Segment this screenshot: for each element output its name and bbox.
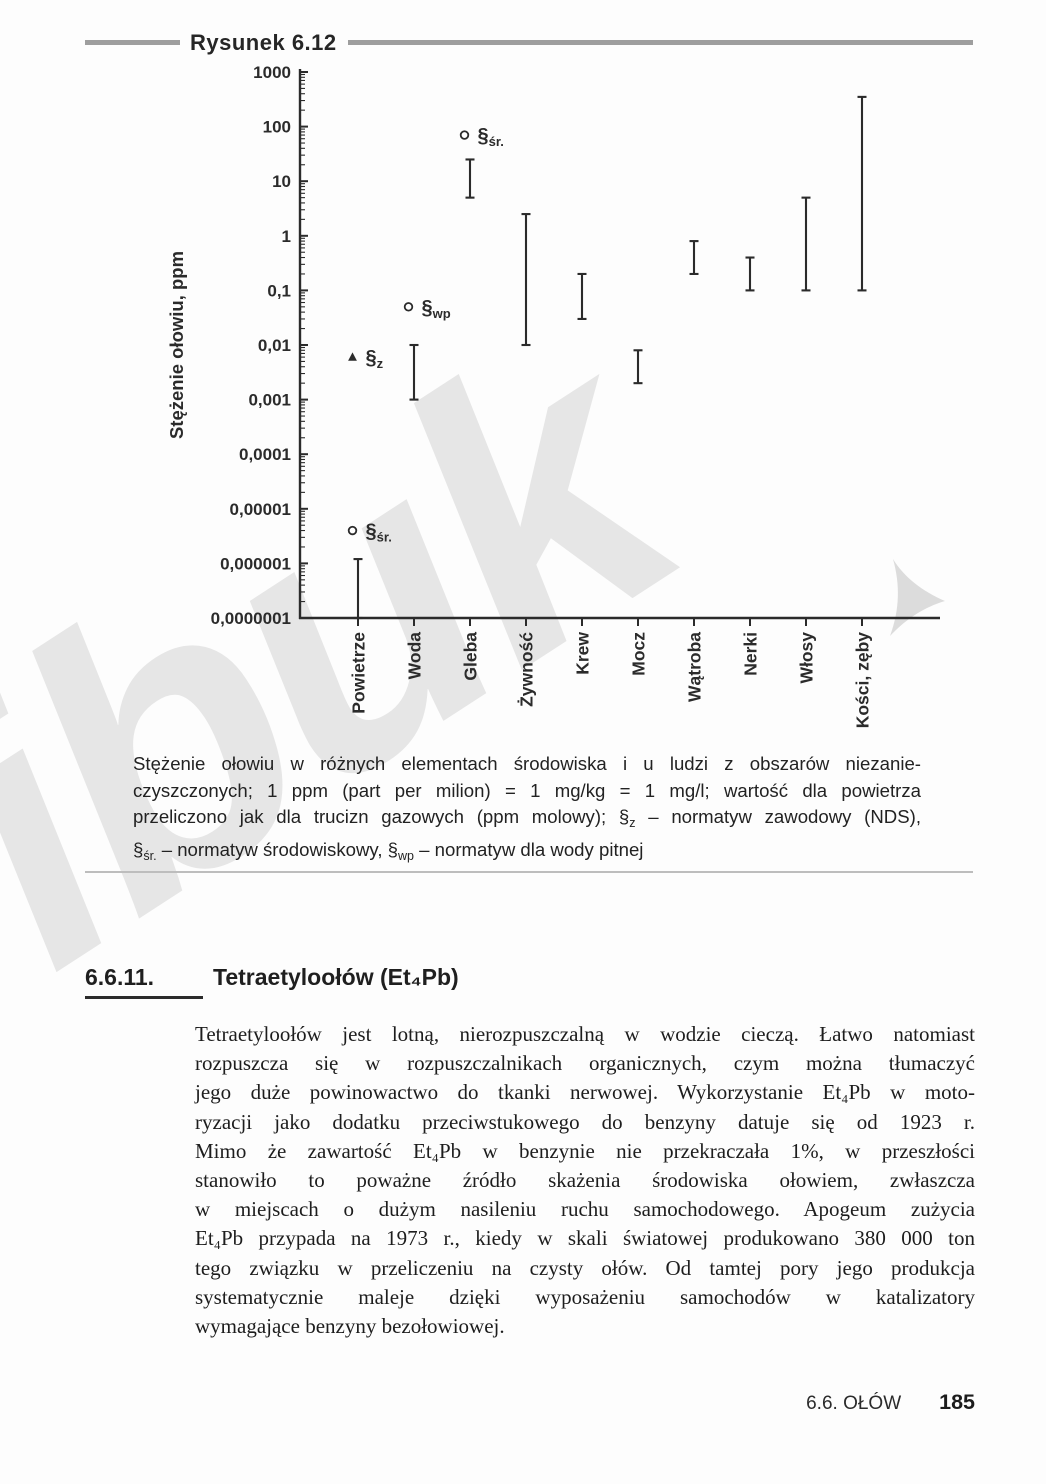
- marker-label: §śr.: [478, 125, 504, 149]
- svg-text:0,00001: 0,00001: [230, 500, 291, 519]
- circle-marker: [347, 525, 358, 536]
- svg-text:0,001: 0,001: [248, 391, 291, 410]
- caption-text: czyszczonych; 1 ppm (part per milion) = …: [133, 779, 921, 801]
- caption-line: przeliczono jak dla trucizn gazowych (pp…: [133, 804, 921, 837]
- svg-text:Nerki: Nerki: [741, 632, 761, 676]
- svg-text:Wątroba: Wątroba: [685, 632, 705, 702]
- page-footer: 6.6. OŁÓW 185: [0, 1390, 975, 1415]
- svg-text:0,1: 0,1: [267, 281, 291, 300]
- caption-subscript: wp: [398, 848, 414, 863]
- section-divider-rule: [85, 871, 973, 873]
- circle-marker: [459, 130, 470, 140]
- svg-text:Woda: Woda: [405, 632, 425, 680]
- caption-line: czyszczonych; 1 ppm (part per milion) = …: [133, 778, 921, 805]
- caption-text: przeliczono jak dla trucizn gazowych (pp…: [133, 806, 630, 828]
- circle-marker: [403, 302, 414, 312]
- svg-text:100: 100: [263, 118, 291, 137]
- caption-text: – normatyw dla wody pitnej: [414, 838, 644, 860]
- svg-text:Krew: Krew: [573, 632, 593, 675]
- svg-text:1000: 1000: [253, 63, 291, 82]
- marker-label: §z: [366, 347, 384, 371]
- svg-text:10: 10: [272, 172, 291, 191]
- lead-concentration-chart: 1000 100 10 1 0,1 0,01 0,001 0,0001 0,00001 0,000…: [166, 63, 940, 728]
- body-line: Mimo że zawartość Et₄Pb w benzynie nie p…: [195, 1138, 975, 1163]
- body-paragraph: Tetraetyloołów jest lotną, nierozpuszcza…: [195, 1020, 975, 1341]
- header-rule-right: [348, 40, 973, 45]
- svg-text:0,000001: 0,000001: [220, 554, 291, 573]
- marker-label: §wp: [422, 297, 451, 321]
- section-title: Tetraetyloołów (Et₄Pb): [213, 964, 459, 990]
- svg-text:1: 1: [282, 227, 291, 246]
- caption-text: – normatyw zawodowy (NDS),: [635, 806, 921, 828]
- body-line: rozpuszcza się w rozpuszczalnikach organ…: [195, 1051, 975, 1076]
- svg-text:Powietrze: Powietrze: [349, 632, 369, 714]
- svg-text:Gleba: Gleba: [461, 632, 481, 681]
- figure-label: Rysunek 6.12: [190, 30, 337, 55]
- svg-text:0,01: 0,01: [258, 336, 291, 355]
- body-line: jego duże powinowactwo do tkanki nerwowe…: [195, 1080, 975, 1105]
- figure-caption: Stężenie ołowiu w różnych elementach śro…: [133, 751, 921, 869]
- svg-text:Kości, zęby: Kości, zęby: [853, 632, 873, 729]
- svg-text:Włosy: Włosy: [797, 632, 817, 684]
- svg-text:Stężenie ołowiu, ppm: Stężenie ołowiu, ppm: [166, 251, 187, 439]
- axes: 1000 100 10 1 0,1 0,01 0,001 0,0001 0,00001 0,000…: [166, 63, 940, 728]
- body-line: wymagające benzyny bezołowiowej.: [195, 1314, 505, 1339]
- caption-text: – normatyw środowiskowy, §: [156, 838, 399, 860]
- svg-text:Żywność: Żywność: [517, 632, 537, 707]
- section-heading: 6.6.11. Tetraetyloołów (Et₄Pb): [85, 964, 459, 999]
- footer-page-number: 185: [939, 1390, 975, 1414]
- caption-subscript: śr.: [143, 848, 157, 863]
- caption-line: §śr. – normatyw środowiskowy, §wp – norm…: [133, 837, 921, 870]
- caption-text: §: [133, 838, 144, 860]
- section-number: 6.6.11.: [85, 964, 203, 999]
- svg-text:0,0001: 0,0001: [239, 445, 291, 464]
- body-line: stanowiło to poważne źródło skażenia śro…: [195, 1168, 975, 1193]
- body-line: Tetraetyloołów jest lotną, nierozpuszcza…: [195, 1022, 975, 1046]
- svg-text:0,0000001: 0,0000001: [211, 609, 291, 628]
- caption-subscript: z: [629, 816, 636, 831]
- body-line: tego związku w przeliczeniu na czysty oł…: [195, 1255, 975, 1280]
- marker-label: §śr.: [366, 521, 392, 545]
- caption-line: Stężenie ołowiu w różnych elementach śro…: [133, 751, 921, 778]
- figure-header: Rysunek 6.12: [0, 0, 1046, 60]
- footer-section-label: 6.6. OŁÓW: [806, 1393, 902, 1414]
- header-rule-left: [85, 40, 180, 45]
- body-line: Et₄Pb przypada na 1973 r., kiedy w skali…: [195, 1226, 975, 1251]
- norm-markers: §śr. §z §wp §śr.: [347, 125, 504, 545]
- svg-text:Mocz: Mocz: [629, 632, 649, 676]
- body-line: systematycznie maleje dzięki wyposażeniu…: [195, 1284, 975, 1309]
- body-line: ryzacji jako dodatku przeciwstukowego do…: [195, 1109, 975, 1134]
- triangle-marker: [348, 352, 357, 361]
- range-bars: [353, 95, 867, 620]
- caption-text: Stężenie ołowiu w różnych elementach śro…: [133, 753, 921, 774]
- body-line: w miejscach o dużym nasileniu ruchu samo…: [195, 1197, 975, 1222]
